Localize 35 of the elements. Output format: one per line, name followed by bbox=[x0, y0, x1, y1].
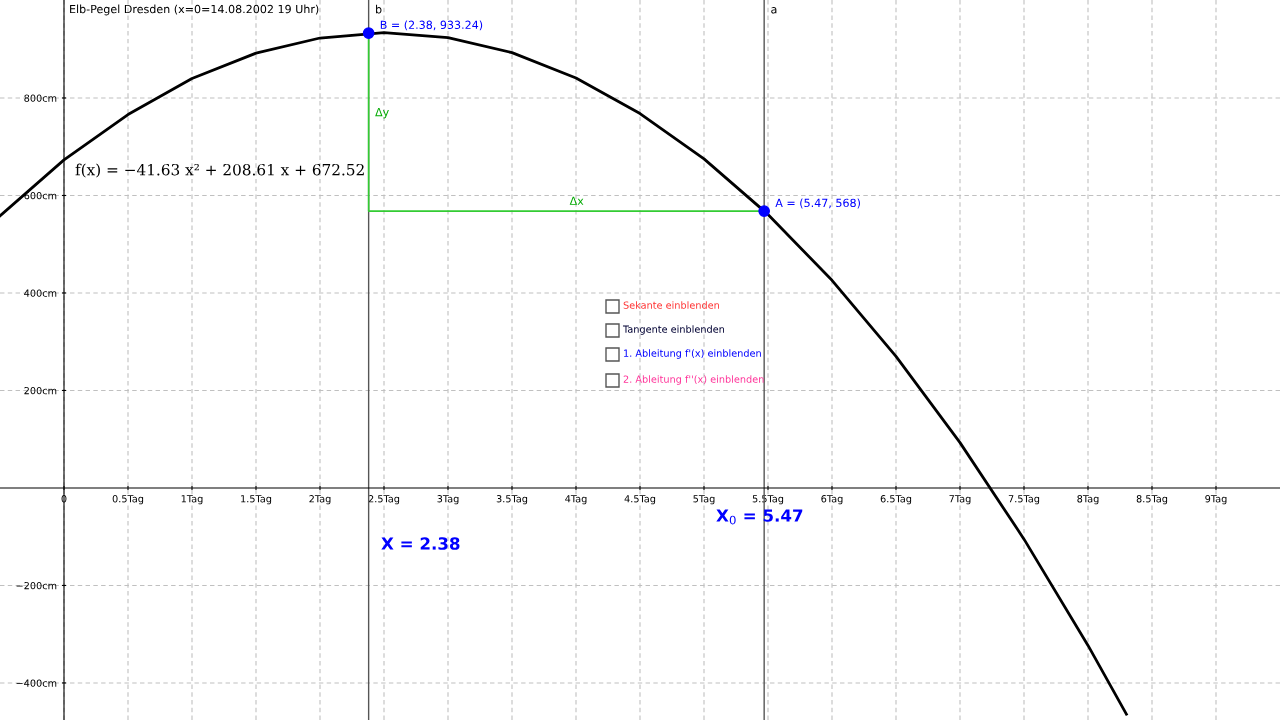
y-tick-label: −400cm bbox=[16, 679, 57, 687]
annotation: 1. Ableitung f'(x) einblenden bbox=[624, 349, 761, 359]
x-tick-label: 5Tag bbox=[693, 495, 715, 505]
annotation: Δy bbox=[375, 108, 389, 119]
ref-line-label: b bbox=[376, 4, 382, 14]
annotation: 2. Ableitung f''(x) einblenden bbox=[623, 375, 764, 385]
x-tick-label: 9Tag bbox=[1205, 495, 1227, 505]
x-tick-label: 7.5Tag bbox=[1008, 495, 1040, 505]
x-tick-label: 6.5Tag bbox=[880, 495, 912, 505]
y-tick-label: −200cm bbox=[16, 581, 57, 590]
x-tick-label: 2Tag bbox=[309, 495, 331, 505]
data-label: B = (2.38, 933.24) bbox=[380, 20, 483, 31]
x-tick-label: 2.5Tag bbox=[368, 495, 400, 505]
annotation: X = 2.38 bbox=[381, 537, 460, 550]
x-tick-label: 0.5Tag bbox=[112, 495, 144, 505]
x-tick-label: 4.5Tag bbox=[624, 495, 656, 505]
x-tick-label: 1.5Tag bbox=[241, 495, 272, 505]
x-tick-label: 6Tag bbox=[821, 495, 843, 505]
y-tick-label: 800cm bbox=[24, 94, 57, 102]
x-tick-label: 7Tag bbox=[949, 495, 971, 505]
x-tick-label: 8Tag bbox=[1077, 495, 1099, 505]
x-tick-label: 1Tag bbox=[181, 495, 203, 505]
y-tick-label: 200cm bbox=[24, 386, 57, 395]
y-tick-label: 400cm bbox=[24, 289, 57, 297]
annotation: f(x) = −41.63 x² + 208.61 x + 672.52 bbox=[75, 163, 364, 178]
annotation: Sekante einblenden bbox=[623, 301, 719, 309]
data-label: A = (5.47, 568) bbox=[775, 198, 860, 209]
annotation: Δx bbox=[569, 196, 584, 205]
annotation: Tangente einblenden bbox=[622, 325, 724, 335]
x-tick-label: 3Tag bbox=[437, 495, 459, 505]
x-tick-label: 4Tag bbox=[565, 495, 587, 505]
ref-line-label: a bbox=[771, 7, 777, 14]
x-tick-label: 3.5Tag bbox=[496, 495, 528, 505]
chart-title: Elb-Pegel Dresden (x=0=14.08.2002 19 Uhr) bbox=[70, 4, 319, 16]
x-tick-label: 8.5Tag bbox=[1136, 495, 1168, 505]
